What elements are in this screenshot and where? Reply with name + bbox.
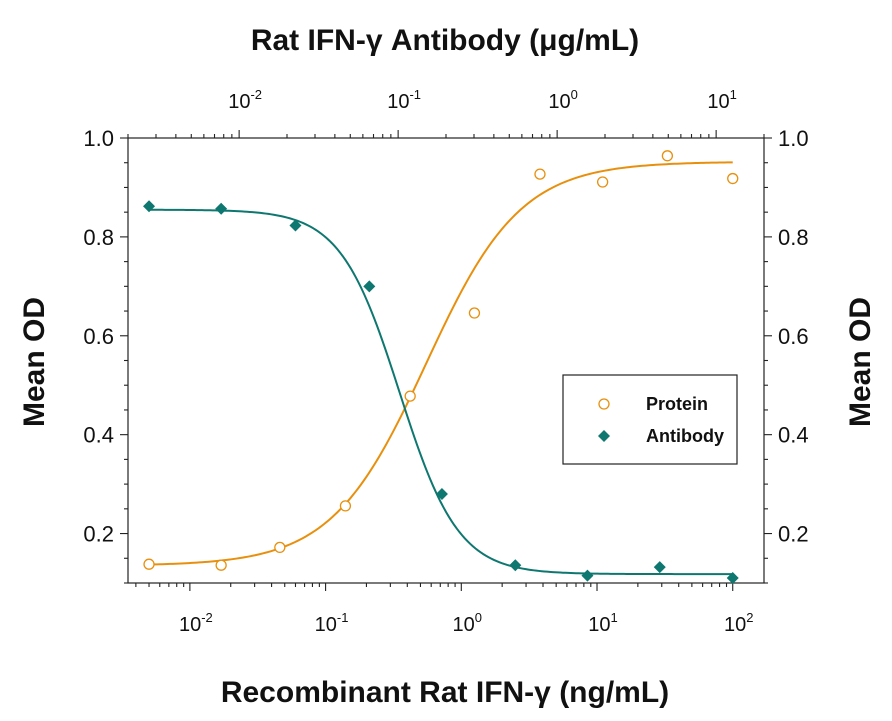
- bottom-axis-title: Recombinant Rat IFN-γ (ng/mL): [221, 676, 669, 709]
- protein-point: [727, 172, 739, 185]
- left-y-axis-title: Mean OD: [18, 297, 51, 427]
- antibody-point: [726, 572, 739, 585]
- left-y-tick-label: 0.2: [83, 522, 114, 547]
- left-y-tick-label: 1.0: [83, 126, 114, 151]
- legend-protein-marker: [598, 398, 610, 410]
- antibody-point: [509, 559, 522, 572]
- bottom-x-tick-label: 102: [724, 610, 753, 636]
- legend-box: [562, 374, 738, 465]
- legend: Protein Antibody: [562, 374, 738, 465]
- protein-point: [404, 390, 416, 402]
- top-x-tick-label: 101: [707, 87, 736, 113]
- antibody-point: [143, 200, 156, 213]
- left-y-tick-label: 0.8: [83, 225, 114, 250]
- antibody-point: [215, 202, 228, 215]
- bottom-x-tick-label: 10-1: [315, 610, 349, 636]
- protein-point: [143, 558, 155, 570]
- antibody-point: [435, 488, 448, 500]
- right-y-tick-label: 0.8: [778, 225, 809, 250]
- data-points: [143, 150, 739, 585]
- protein-point: [534, 168, 546, 180]
- bottom-x-tick-label: 10-2: [179, 610, 213, 636]
- fit-curves: [148, 161, 733, 576]
- right-y-axis-title: Mean OD: [844, 297, 877, 427]
- bottom-x-tick-label: 101: [588, 610, 617, 636]
- bottom-x-tick-label: 100: [453, 610, 482, 636]
- right-y-tick-label: 0.2: [778, 522, 809, 547]
- protein-point: [274, 541, 286, 554]
- legend-antibody-marker: [598, 430, 610, 442]
- protein-point: [596, 176, 609, 188]
- protein-point: [339, 500, 352, 512]
- protein-point: [661, 150, 674, 162]
- antibody-point: [363, 280, 376, 293]
- protein-point: [468, 307, 481, 319]
- right-y-tick-label: 1.0: [778, 126, 809, 151]
- antibody-point: [653, 561, 666, 574]
- top-x-tick-label: 10-1: [387, 87, 421, 113]
- legend-protein-label: Protein: [646, 394, 708, 414]
- right-y-tick-label: 0.6: [778, 324, 809, 349]
- protein-point: [215, 559, 227, 571]
- left-y-tick-label: 0.6: [83, 324, 114, 349]
- tick-layer: 0.2 0.2 0.4 0.4 0.6 0.6 0.8 0.8 1.0 1.0 10-2 10-1 10…: [83, 87, 808, 636]
- antibody-point: [581, 569, 594, 582]
- top-axis-title: Rat IFN-γ Antibody (μg/mL): [251, 24, 639, 57]
- right-y-tick-label: 0.4: [778, 423, 809, 448]
- top-x-tick-label: 10-2: [228, 87, 262, 113]
- fit-curve-antibody: [149, 208, 733, 576]
- plot-area-frame: [127, 137, 765, 584]
- top-x-tick-label: 100: [548, 87, 577, 113]
- fit-curve-protein: [148, 161, 733, 566]
- antibody-point: [289, 219, 302, 232]
- left-y-tick-label: 0.4: [83, 423, 114, 448]
- legend-antibody-label: Antibody: [646, 426, 724, 446]
